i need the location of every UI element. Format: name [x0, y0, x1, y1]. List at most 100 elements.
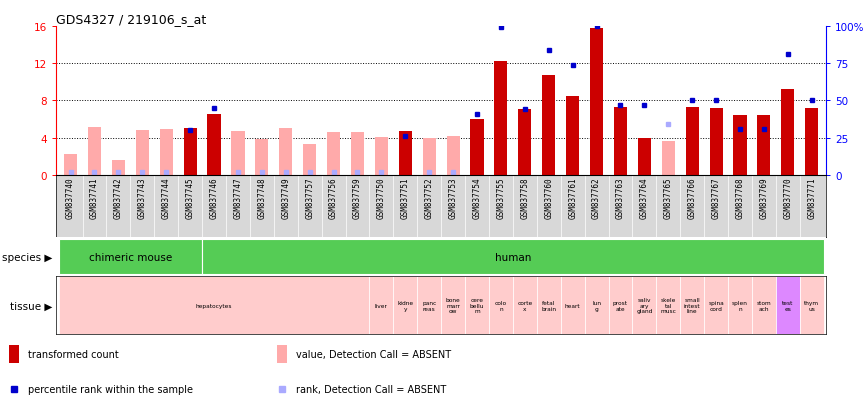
Text: percentile rank within the sample: percentile rank within the sample	[28, 385, 193, 394]
Bar	[489, 277, 513, 335]
Text: liver: liver	[375, 303, 388, 308]
Bar	[758, 116, 771, 176]
Bar	[686, 108, 699, 176]
Bar	[728, 277, 752, 335]
Bar	[59, 277, 369, 335]
Bar	[471, 120, 484, 176]
Text: skele
tal
musc: skele tal musc	[660, 298, 676, 313]
Text: GSM837748: GSM837748	[257, 178, 266, 219]
Text: small
intest
line: small intest line	[684, 298, 701, 313]
Bar	[303, 145, 317, 176]
Bar	[781, 90, 794, 176]
Bar	[59, 240, 202, 275]
Bar	[9, 345, 19, 363]
Bar	[375, 138, 388, 176]
Text: GSM837756: GSM837756	[329, 178, 338, 219]
Bar	[399, 132, 412, 176]
Bar	[494, 62, 508, 176]
Bar	[776, 277, 800, 335]
Bar	[136, 131, 149, 176]
Text: stom
ach: stom ach	[757, 300, 772, 311]
Text: GSM837767: GSM837767	[712, 178, 721, 219]
Bar	[805, 109, 818, 176]
Text: GSM837758: GSM837758	[521, 178, 529, 219]
Bar	[255, 139, 268, 176]
Bar	[590, 28, 603, 176]
Bar	[351, 133, 364, 176]
Bar	[279, 129, 292, 176]
Text: fetal
brain: fetal brain	[541, 300, 556, 311]
Text: species ▶: species ▶	[2, 252, 52, 262]
Text: panc
reas: panc reas	[422, 300, 436, 311]
Bar	[614, 108, 627, 176]
Bar	[608, 277, 632, 335]
Text: GSM837763: GSM837763	[616, 178, 625, 219]
Bar	[88, 127, 101, 176]
Bar	[566, 97, 580, 176]
Bar	[202, 240, 823, 275]
Bar	[632, 277, 657, 335]
Text: kidne
y: kidne y	[397, 300, 413, 311]
Bar	[465, 277, 489, 335]
Text: GSM837746: GSM837746	[209, 178, 219, 219]
Text: GSM837764: GSM837764	[640, 178, 649, 219]
Text: GSM837771: GSM837771	[807, 178, 817, 219]
Text: GSM837740: GSM837740	[66, 178, 75, 219]
Text: GSM837744: GSM837744	[162, 178, 170, 219]
Text: tissue ▶: tissue ▶	[10, 301, 52, 311]
Text: bone
marr
ow: bone marr ow	[445, 298, 460, 313]
Text: GSM837769: GSM837769	[759, 178, 768, 219]
Bar	[394, 277, 417, 335]
Text: GSM837742: GSM837742	[114, 178, 123, 219]
Bar	[231, 132, 245, 176]
Bar	[709, 109, 722, 176]
Text: human: human	[495, 252, 531, 262]
Text: GSM837768: GSM837768	[735, 178, 745, 219]
Bar	[585, 277, 608, 335]
Bar	[417, 277, 441, 335]
Text: lun
g: lun g	[592, 300, 601, 311]
Text: GSM837770: GSM837770	[784, 178, 792, 219]
Text: GSM837760: GSM837760	[544, 178, 554, 219]
Text: hepatocytes: hepatocytes	[195, 303, 233, 308]
Text: splen
n: splen n	[732, 300, 748, 311]
Text: GSM837757: GSM837757	[305, 178, 314, 219]
Bar	[542, 76, 555, 176]
Bar	[441, 277, 465, 335]
Bar	[662, 142, 675, 176]
Text: GSM837749: GSM837749	[281, 178, 291, 219]
Text: GSM837759: GSM837759	[353, 178, 362, 219]
Bar	[752, 277, 776, 335]
Bar	[327, 133, 340, 176]
Bar	[704, 277, 728, 335]
Text: GSM837741: GSM837741	[90, 178, 99, 219]
Bar	[638, 138, 651, 176]
Bar	[112, 161, 125, 176]
Text: test
es: test es	[782, 300, 793, 311]
Text: GSM837750: GSM837750	[377, 178, 386, 219]
Bar	[369, 277, 394, 335]
Bar	[208, 115, 221, 176]
Bar	[561, 277, 585, 335]
Text: GSM837761: GSM837761	[568, 178, 577, 219]
Text: rank, Detection Call = ABSENT: rank, Detection Call = ABSENT	[296, 385, 446, 394]
Text: GSM837752: GSM837752	[425, 178, 433, 219]
Bar	[537, 277, 561, 335]
Text: heart: heart	[565, 303, 580, 308]
Bar	[277, 345, 287, 363]
Text: GSM837743: GSM837743	[138, 178, 147, 219]
Bar	[423, 138, 436, 176]
Text: colo
n: colo n	[495, 300, 507, 311]
Bar	[518, 109, 531, 176]
Bar	[513, 277, 537, 335]
Text: chimeric mouse: chimeric mouse	[89, 252, 172, 262]
Text: GSM837765: GSM837765	[663, 178, 673, 219]
Text: corte
x: corte x	[517, 300, 533, 311]
Text: saliv
ary
gland: saliv ary gland	[636, 298, 652, 313]
Text: transformed count: transformed count	[28, 349, 119, 359]
Bar	[800, 277, 823, 335]
Bar	[446, 136, 459, 176]
Bar	[160, 130, 173, 176]
Bar	[657, 277, 680, 335]
Text: spina
cord: spina cord	[708, 300, 724, 311]
